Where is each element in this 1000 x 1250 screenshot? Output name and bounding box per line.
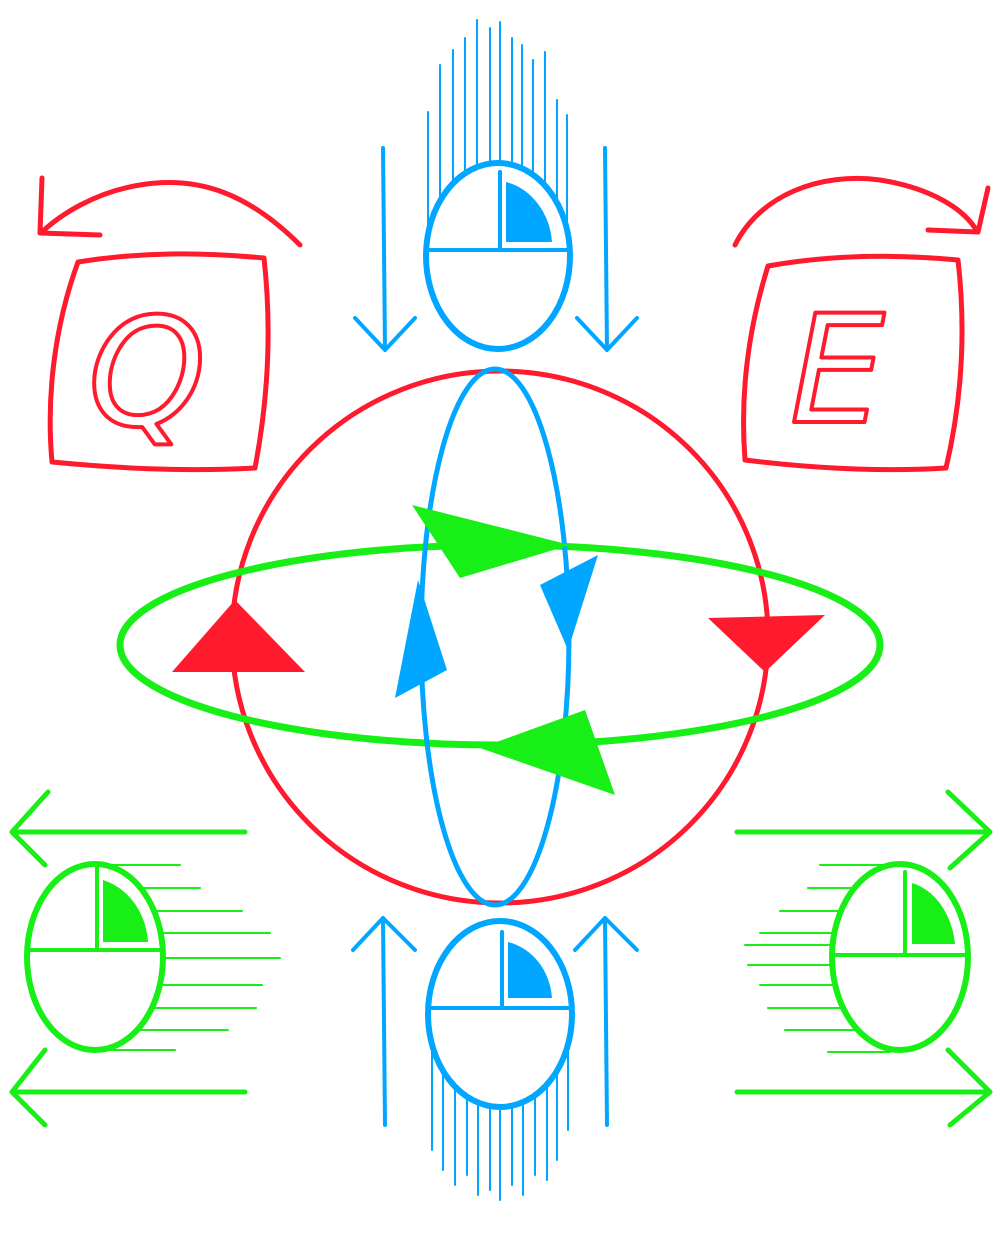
mouse-right-button-highlight [912, 883, 955, 944]
e-rotate-cw-arrow-icon [732, 175, 978, 248]
q-rotate-arrow-head-icon [37, 175, 103, 238]
mouse-right-button-highlight [506, 182, 552, 242]
arrow-up-left-icon [351, 916, 417, 1127]
mouse-move-down-icon [351, 916, 639, 1201]
mouse-buttons-divider [428, 930, 572, 1010]
mouse-buttons-divider [832, 870, 968, 957]
q-key-label: Q [88, 287, 206, 461]
e-rotate-arrow-head-icon [925, 185, 991, 235]
red-ring-arrow-right-icon [708, 615, 825, 672]
q-key-group: Q [37, 175, 303, 473]
green-ring-arrow-top-icon [412, 505, 570, 578]
rotation-gizmo-icon [116, 366, 884, 908]
red-yaw-ring [229, 368, 771, 906]
mouse-buttons-divider [28, 866, 162, 952]
mouse-move-left-icon [9, 789, 281, 1128]
arrow-up-right-icon [573, 916, 639, 1127]
mouse-move-up-icon [353, 19, 639, 352]
q-key-box [47, 251, 271, 473]
arrow-down-right-icon [575, 146, 639, 352]
blue-ring-arrow-up-icon [395, 580, 447, 698]
arrow-right-top-icon [734, 789, 993, 871]
arrow-down-left-icon [353, 146, 417, 352]
mouse-move-right-icon [734, 789, 993, 1128]
arrow-right-bottom-icon [734, 1047, 993, 1128]
red-ring-arrow-left-icon [172, 600, 305, 672]
mouse-buttons-divider [428, 170, 570, 252]
arrow-left-top-icon [9, 789, 248, 868]
arrow-left-bottom-icon [9, 1047, 248, 1128]
e-key-label: E [790, 284, 885, 458]
blue-ring-arrow-down-icon [540, 555, 598, 650]
e-key-group: E [732, 175, 991, 473]
green-ring-arrow-bottom-icon [480, 710, 615, 795]
mouse-right-button-highlight [103, 880, 148, 942]
q-rotate-ccw-arrow-icon [39, 180, 303, 248]
blue-pitch-ring [418, 366, 572, 908]
e-key-box [741, 253, 965, 473]
mouse-right-button-highlight [508, 942, 552, 998]
